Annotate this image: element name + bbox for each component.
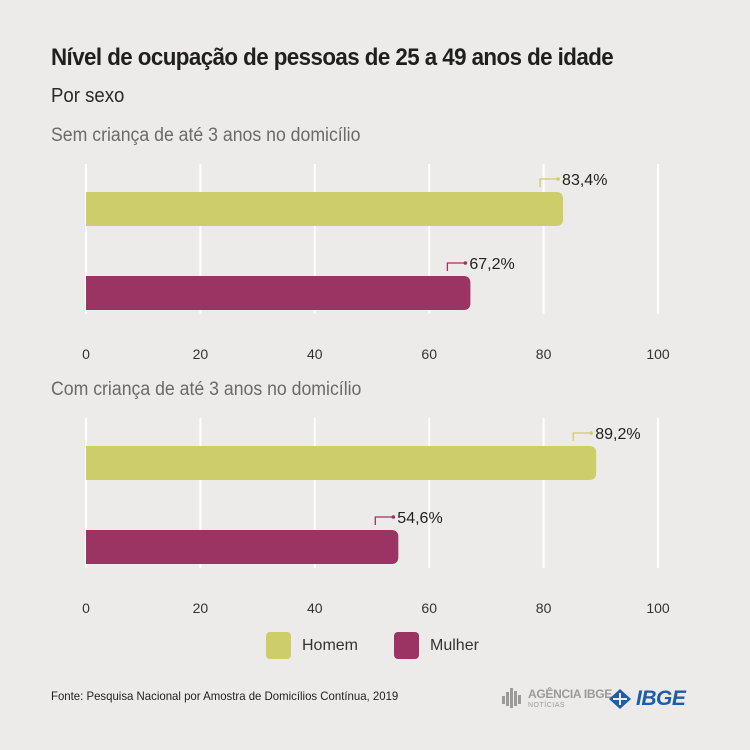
bar-mulher xyxy=(86,276,471,310)
agencia-logo-icon xyxy=(502,688,521,708)
tick-label: 40 xyxy=(307,346,323,362)
bar-homem xyxy=(86,446,597,480)
source-note: Fonte: Pesquisa Nacional por Amostra de … xyxy=(51,689,399,703)
tick-label: 100 xyxy=(646,600,670,616)
bar-homem xyxy=(86,192,564,226)
ibge-logo-icon xyxy=(609,689,631,709)
data-label: 89,2% xyxy=(595,426,640,443)
callout-dot xyxy=(556,177,560,181)
tick-label: 20 xyxy=(193,346,209,362)
data-label: 54,6% xyxy=(397,510,442,527)
panel-title-sem-crianca: Sem criança de até 3 anos no domicílio xyxy=(51,125,361,146)
legend-item-homem: Homem xyxy=(266,632,358,659)
callout-line xyxy=(446,262,465,271)
callout-line xyxy=(374,516,393,525)
legend-item-mulher: Mulher xyxy=(394,632,479,659)
agencia-logo-subtext: NOTÍCIAS xyxy=(528,701,566,709)
color-swatch-icon xyxy=(266,632,291,659)
ibge-logo: IBGE xyxy=(608,687,686,711)
legend-label: Mulher xyxy=(430,636,479,654)
ibge-logo-text: IBGE xyxy=(636,687,686,710)
chart-title: Nível de ocupação de pessoas de 25 a 49 … xyxy=(51,44,614,71)
tick-label: 80 xyxy=(536,346,552,362)
agencia-logo-text: AGÊNCIA IBGE xyxy=(528,686,612,701)
tick-label: 80 xyxy=(536,600,552,616)
legend-label: Homem xyxy=(302,636,359,654)
legend: Homem Mulher xyxy=(266,632,515,659)
tick-label: 0 xyxy=(82,600,90,616)
tick-label: 0 xyxy=(82,346,90,362)
callout-line xyxy=(539,178,558,187)
data-label: 67,2% xyxy=(469,256,514,273)
agencia-ibge-logo: AGÊNCIA IBGE NOTÍCIAS xyxy=(502,686,612,710)
tick-label: 60 xyxy=(421,600,437,616)
bar-chart-sem-crianca: 83,4% 67,2% 0 20 40 60 80 100 xyxy=(82,164,670,362)
chart-subtitle: Por sexo xyxy=(51,85,125,107)
callout-dot xyxy=(463,261,468,265)
panel-title-com-crianca: Com criança de até 3 anos no domicílio xyxy=(51,379,362,400)
color-swatch-icon xyxy=(394,632,420,659)
bar-mulher xyxy=(86,530,399,564)
tick-label: 100 xyxy=(646,346,670,362)
bar-chart-com-crianca: 89,2% 54,6% 0 20 40 60 80 100 xyxy=(82,418,670,616)
data-label: 83,4% xyxy=(562,172,607,189)
tick-label: 60 xyxy=(421,346,437,362)
callout-line xyxy=(572,432,591,441)
callout-dot xyxy=(391,515,396,519)
callout-dot xyxy=(589,431,594,435)
tick-label: 20 xyxy=(193,600,209,616)
tick-label: 40 xyxy=(307,600,323,616)
